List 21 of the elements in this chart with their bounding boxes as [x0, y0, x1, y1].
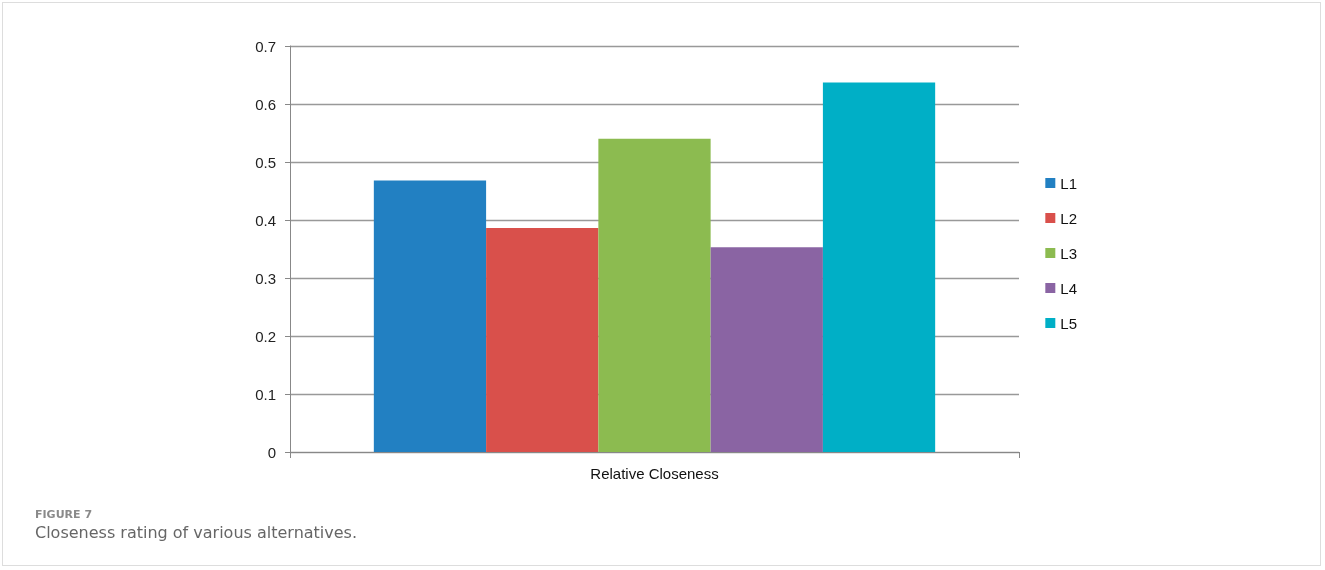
y-tick-label: 0.4	[255, 211, 276, 229]
caption: FIGURE 7	[35, 508, 94, 521]
bar	[598, 138, 711, 452]
bar	[373, 180, 487, 452]
y-tick-label: 0.5	[255, 153, 276, 171]
y-tick-label: 0.1	[255, 385, 276, 403]
bar	[486, 228, 599, 452]
x-tick-label: Relative Closeness	[590, 465, 719, 482]
y-tick-label: 0.7	[255, 37, 276, 55]
legend-label: L1	[1060, 174, 1077, 192]
y-tick-label: 0.3	[255, 269, 276, 287]
y-tick-label: 0.2	[255, 327, 276, 345]
y-tick-label: 0.6	[255, 95, 276, 113]
legend-label: L3	[1060, 244, 1077, 262]
legend-label: L2	[1060, 209, 1077, 227]
bar	[710, 247, 823, 452]
legend-label: L5	[1060, 314, 1077, 332]
legend-label: L4	[1060, 279, 1077, 297]
y-tick-label: 0	[267, 443, 276, 461]
bar	[822, 82, 936, 452]
text: Closeness rating of various alternatives.	[35, 523, 358, 542]
